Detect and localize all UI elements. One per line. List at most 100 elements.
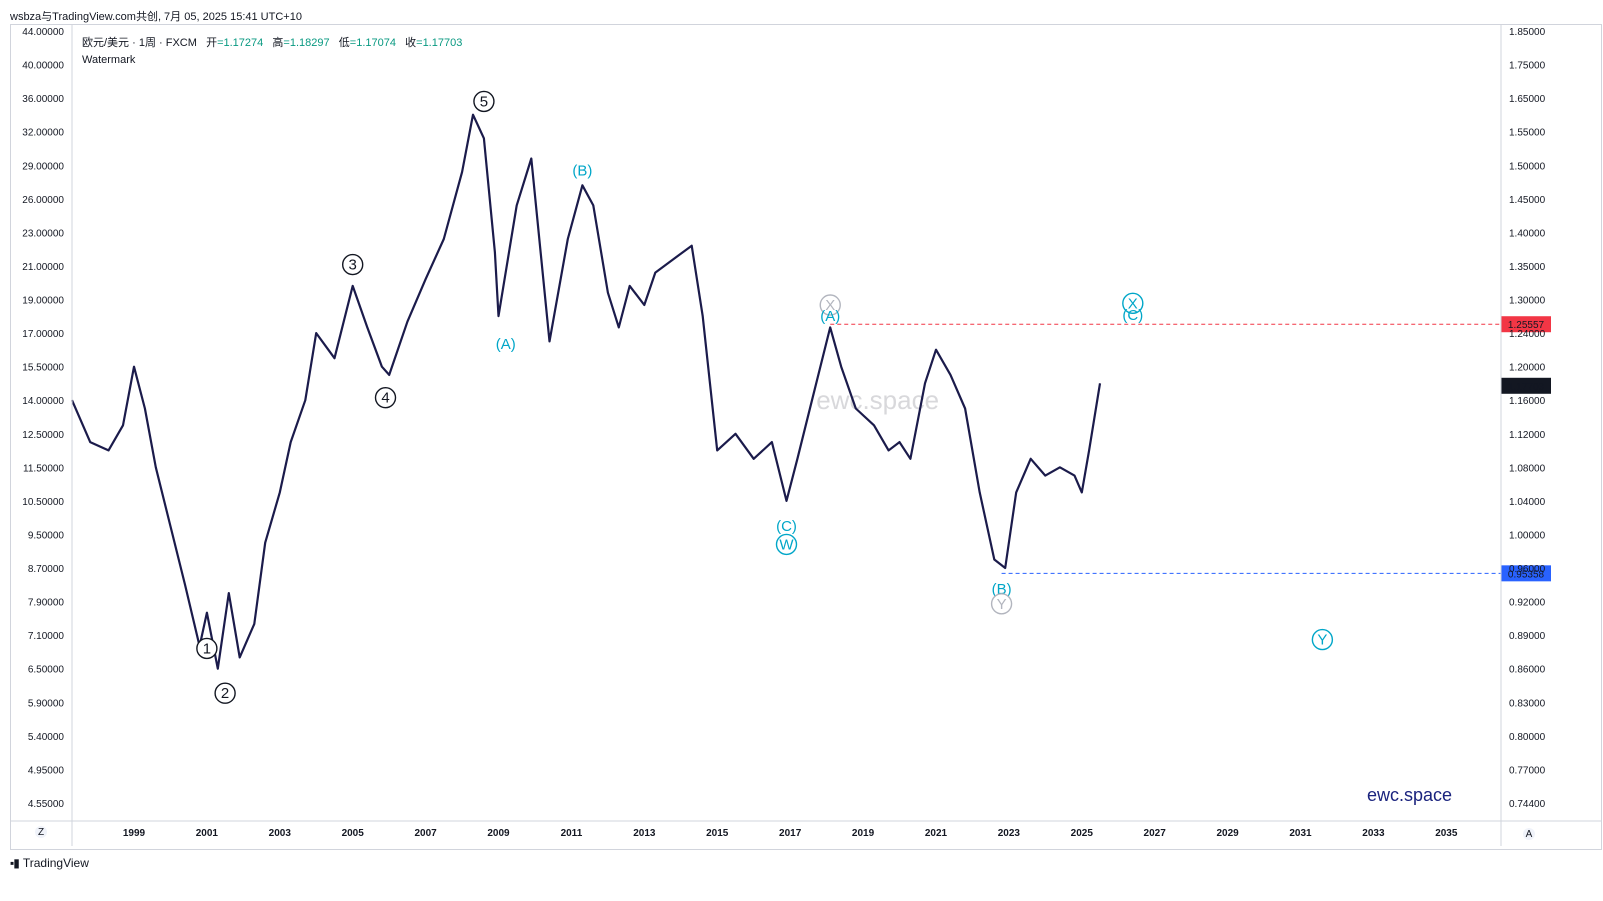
wave-label: X <box>819 294 841 316</box>
wave-label-text: (C) <box>1122 307 1143 324</box>
last-price-tag <box>1501 377 1551 394</box>
left-axis-tick-label: 40.00000 <box>22 61 64 72</box>
time-axis-tick-label: 2009 <box>487 828 510 839</box>
right-axis-tick-label: 0.77000 <box>1509 765 1546 776</box>
wave-label: (B) <box>572 163 592 180</box>
right-axis-tick-label: 1.12000 <box>1509 430 1546 441</box>
right-axis-tick-label: 1.65000 <box>1509 94 1546 105</box>
footer: ▪▮ TradingView <box>10 856 89 870</box>
left-axis-tick-label: 26.00000 <box>22 195 64 206</box>
right-axis-tick-label: 1.04000 <box>1509 497 1546 508</box>
price-level-tag-label: 1.25557 <box>1508 320 1545 331</box>
wave-label-text: Y <box>1317 632 1327 649</box>
time-axis-tick-label: 2013 <box>633 828 656 839</box>
wave-label-text: X <box>1128 295 1138 312</box>
legend-open-label: 开 <box>206 37 218 49</box>
price-chart[interactable]: ewc.space ewc.space 1.25557 0.95358 1.17703… <box>10 24 1602 850</box>
wave-label: 1 <box>196 637 218 660</box>
wave-label: (B) <box>992 581 1012 598</box>
left-axis-tick-label: 10.50000 <box>22 497 64 508</box>
wave-label-circle <box>819 294 841 316</box>
left-axis-tick-label: 5.90000 <box>28 698 65 709</box>
wave-label-circle <box>1311 628 1334 651</box>
right-axis-tick-label: 0.96000 <box>1509 564 1546 575</box>
wave-label: Y <box>1311 628 1334 651</box>
right-axis-tick-label: 0.83000 <box>1509 698 1546 709</box>
wave-label: 4 <box>374 386 397 409</box>
wave-label-text: X <box>825 297 835 314</box>
wave-label-circle <box>990 593 1013 615</box>
wave-label-circle <box>196 637 218 660</box>
legend-high-label: 高 <box>272 37 284 49</box>
wave-label-text: 1 <box>203 640 211 657</box>
wave-label-text: Y <box>997 596 1007 613</box>
time-axis-tick-label: 2015 <box>706 828 729 839</box>
wave-label: 2 <box>214 682 236 704</box>
right-axis-tick-label: 1.08000 <box>1509 463 1546 474</box>
wave-label: 5 <box>473 90 495 113</box>
wave-label-text: 3 <box>349 257 357 274</box>
right-axis-tick-label: 1.24000 <box>1509 329 1546 340</box>
right-axis-tick-label: 0.89000 <box>1509 631 1546 642</box>
left-axis-tick-label: 14.00000 <box>22 396 64 407</box>
corner-watermark: ewc.space <box>1367 785 1452 805</box>
time-axis-tick-label: 2005 <box>342 828 365 839</box>
right-axis-tick-label: 0.86000 <box>1509 665 1546 676</box>
time-axis-tick-label: 2021 <box>925 828 948 839</box>
wave-label: Y <box>990 593 1013 615</box>
symbol-legend: 欧元/美元 · 1周 · FXCM 开=1.17274 高=1.18297 低=… <box>82 35 462 69</box>
wave-label-text: (A) <box>496 336 516 353</box>
wave-label-circle <box>775 533 798 556</box>
wave-label: (C) <box>1122 307 1143 324</box>
legend-low: =1.17074 <box>349 37 396 49</box>
wave-label-circle <box>1122 292 1144 315</box>
left-axis-tick-label: 4.55000 <box>28 799 65 810</box>
right-axis-tick-label: 1.85000 <box>1509 27 1546 38</box>
left-scale-button[interactable]: Z <box>35 826 47 838</box>
wave-label-text: W <box>779 536 794 553</box>
tradingview-logo-icon: ▪▮ <box>10 856 20 870</box>
wave-label-text: (A) <box>820 308 840 325</box>
time-axis-tick-label: 2027 <box>1144 828 1167 839</box>
price-level-tag <box>1501 565 1551 582</box>
wave-label: (A) <box>496 336 516 353</box>
left-axis-tick-label: 7.10000 <box>28 631 65 642</box>
left-axis-tick-label: 23.00000 <box>22 228 64 239</box>
left-axis-tick-label: 29.00000 <box>22 161 64 172</box>
left-scale-button-bg <box>35 826 47 838</box>
time-axis-tick-label: 2001 <box>196 828 219 839</box>
eurusd-price-series <box>70 113 1102 670</box>
legend-close-label: 收 <box>405 37 417 49</box>
right-axis-tick-label: 0.92000 <box>1509 598 1546 609</box>
left-axis-tick-label: 19.00000 <box>22 296 64 307</box>
wave-label: 3 <box>341 253 364 276</box>
left-axis-tick-label: 17.00000 <box>22 329 64 340</box>
time-axis-tick-label: 2031 <box>1289 828 1312 839</box>
legend-symbol: 欧元/美元 · 1周 · FXCM <box>82 37 197 49</box>
time-axis-tick-label: 2025 <box>1071 828 1094 839</box>
left-axis-tick-label: 8.70000 <box>28 564 65 575</box>
auto-scale-button[interactable]: A <box>1523 828 1535 840</box>
price-level-tag <box>1501 316 1551 333</box>
wave-label-circle <box>341 253 364 276</box>
legend-open: =1.17274 <box>217 37 264 49</box>
right-axis-tick-label: 1.30000 <box>1509 296 1546 307</box>
right-axis-tick-label: 1.20000 <box>1509 363 1546 374</box>
legend-low-label: 低 <box>338 37 350 49</box>
left-axis-tick-label: 32.00000 <box>22 128 64 139</box>
right-axis-tick-label: 1.00000 <box>1509 530 1546 541</box>
time-axis-tick-label: 2019 <box>852 828 875 839</box>
left-axis-tick-label: 12.50000 <box>22 430 64 441</box>
wave-label-text: (B) <box>992 581 1012 598</box>
wave-label-text: (C) <box>776 518 797 535</box>
time-axis-tick-label: 2007 <box>414 828 437 839</box>
legend-indicator[interactable]: Watermark <box>82 54 136 66</box>
right-axis-tick-label: 1.35000 <box>1509 262 1546 273</box>
right-axis-tick-label: 1.16000 <box>1509 396 1546 407</box>
wave-label-circle <box>214 682 236 704</box>
tradingview-logo-text: TradingView <box>22 856 89 870</box>
center-watermark: ewc.space <box>816 385 939 415</box>
time-axis-tick-label: 2017 <box>779 828 802 839</box>
time-axis-tick-label: 2029 <box>1216 828 1239 839</box>
wave-label-text: 4 <box>381 390 389 407</box>
